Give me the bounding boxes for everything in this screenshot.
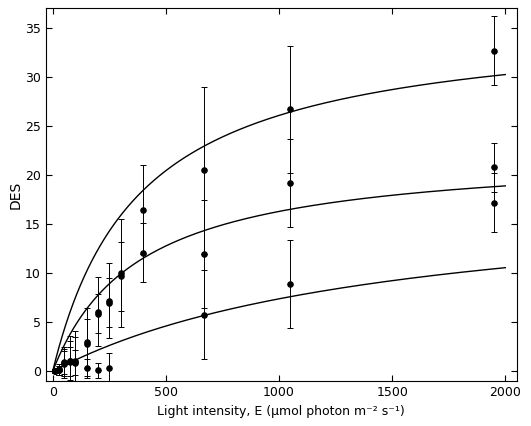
Y-axis label: DES: DES bbox=[8, 181, 22, 209]
X-axis label: Light intensity, E (μmol photon m⁻² s⁻¹): Light intensity, E (μmol photon m⁻² s⁻¹) bbox=[157, 405, 405, 417]
